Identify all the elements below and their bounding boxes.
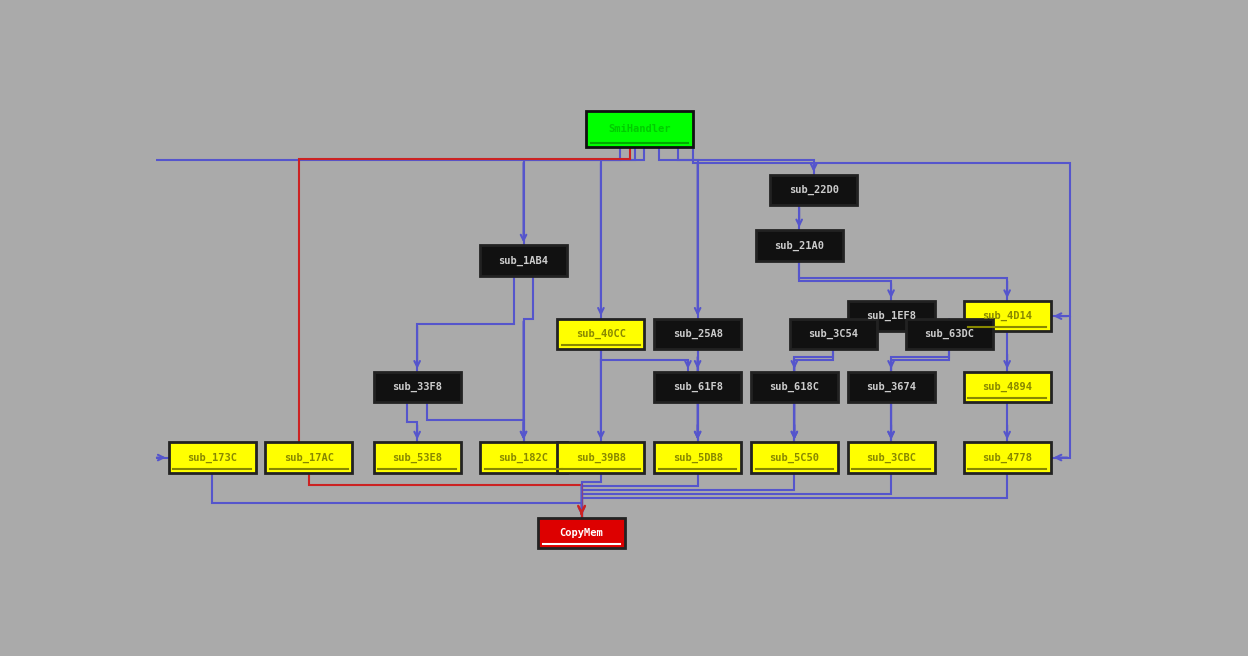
Text: sub_173C: sub_173C: [187, 453, 237, 462]
FancyBboxPatch shape: [751, 442, 837, 473]
FancyBboxPatch shape: [558, 442, 644, 473]
Text: sub_3C54: sub_3C54: [807, 329, 859, 339]
Text: sub_618C: sub_618C: [769, 382, 820, 392]
Text: sub_4894: sub_4894: [982, 382, 1032, 392]
Text: sub_39B8: sub_39B8: [575, 453, 626, 462]
FancyBboxPatch shape: [963, 372, 1051, 402]
FancyBboxPatch shape: [963, 301, 1051, 331]
FancyBboxPatch shape: [751, 372, 837, 402]
Text: sub_40CC: sub_40CC: [575, 329, 626, 339]
Text: sub_5C50: sub_5C50: [769, 453, 820, 462]
FancyBboxPatch shape: [373, 372, 461, 402]
FancyBboxPatch shape: [538, 518, 625, 548]
Text: sub_4D14: sub_4D14: [982, 311, 1032, 321]
Text: SmiHandler: SmiHandler: [608, 124, 671, 134]
FancyBboxPatch shape: [755, 230, 842, 260]
FancyBboxPatch shape: [373, 442, 461, 473]
Text: sub_63DC: sub_63DC: [924, 329, 975, 339]
FancyBboxPatch shape: [790, 319, 876, 349]
FancyBboxPatch shape: [480, 245, 567, 276]
Text: sub_61F8: sub_61F8: [673, 382, 723, 392]
FancyBboxPatch shape: [847, 442, 935, 473]
Text: sub_17AC: sub_17AC: [283, 453, 333, 462]
FancyBboxPatch shape: [906, 319, 992, 349]
Text: sub_53E8: sub_53E8: [392, 453, 442, 462]
FancyBboxPatch shape: [963, 442, 1051, 473]
FancyBboxPatch shape: [587, 111, 693, 148]
FancyBboxPatch shape: [654, 319, 741, 349]
Text: sub_33F8: sub_33F8: [392, 382, 442, 392]
FancyBboxPatch shape: [266, 442, 352, 473]
Text: sub_21A0: sub_21A0: [774, 240, 824, 251]
Text: sub_182C: sub_182C: [498, 453, 549, 462]
Text: sub_5DB8: sub_5DB8: [673, 453, 723, 462]
Text: CopyMem: CopyMem: [559, 528, 604, 539]
Text: sub_1EF8: sub_1EF8: [866, 311, 916, 321]
Text: sub_25A8: sub_25A8: [673, 329, 723, 339]
FancyBboxPatch shape: [847, 301, 935, 331]
FancyBboxPatch shape: [770, 174, 857, 205]
Text: sub_22D0: sub_22D0: [789, 185, 839, 195]
FancyBboxPatch shape: [558, 319, 644, 349]
Text: sub_1AB4: sub_1AB4: [498, 255, 549, 266]
FancyBboxPatch shape: [847, 372, 935, 402]
Text: sub_4778: sub_4778: [982, 453, 1032, 462]
FancyBboxPatch shape: [654, 372, 741, 402]
FancyBboxPatch shape: [168, 442, 256, 473]
Text: sub_3674: sub_3674: [866, 382, 916, 392]
Text: sub_3CBC: sub_3CBC: [866, 453, 916, 462]
FancyBboxPatch shape: [654, 442, 741, 473]
FancyBboxPatch shape: [480, 442, 567, 473]
